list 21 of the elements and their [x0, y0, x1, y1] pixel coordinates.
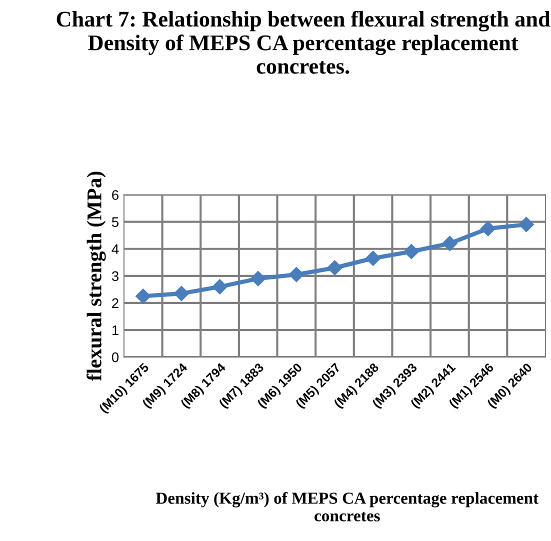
y-tick-label: 2 — [112, 298, 118, 308]
y-tick-label: 5 — [112, 217, 119, 227]
point — [518, 216, 534, 232]
point — [250, 271, 266, 286]
point — [404, 244, 419, 260]
point — [480, 221, 496, 236]
point — [288, 266, 304, 282]
point — [442, 236, 458, 252]
y-tick-label: 1 — [112, 325, 118, 336]
point — [365, 250, 381, 266]
point — [136, 288, 151, 304]
point — [212, 279, 228, 294]
chart-title: Chart 7: Relationship between flexural strength and Density of MEPS CA percentage replacement concretes. — [56, 10, 550, 74]
y-axis-title: flexural strength (MPa) — [86, 172, 106, 381]
y-tick-label: 3 — [112, 271, 119, 282]
y-tick-label: 4 — [112, 244, 119, 254]
y-tick-label: 0 — [112, 352, 119, 362]
point — [174, 286, 190, 302]
point — [327, 260, 342, 276]
x-axis-title: Density (Kg/m³) of MEPS CA percentage replacement concretes — [156, 492, 539, 522]
y-tick-label: 6 — [112, 190, 119, 200]
